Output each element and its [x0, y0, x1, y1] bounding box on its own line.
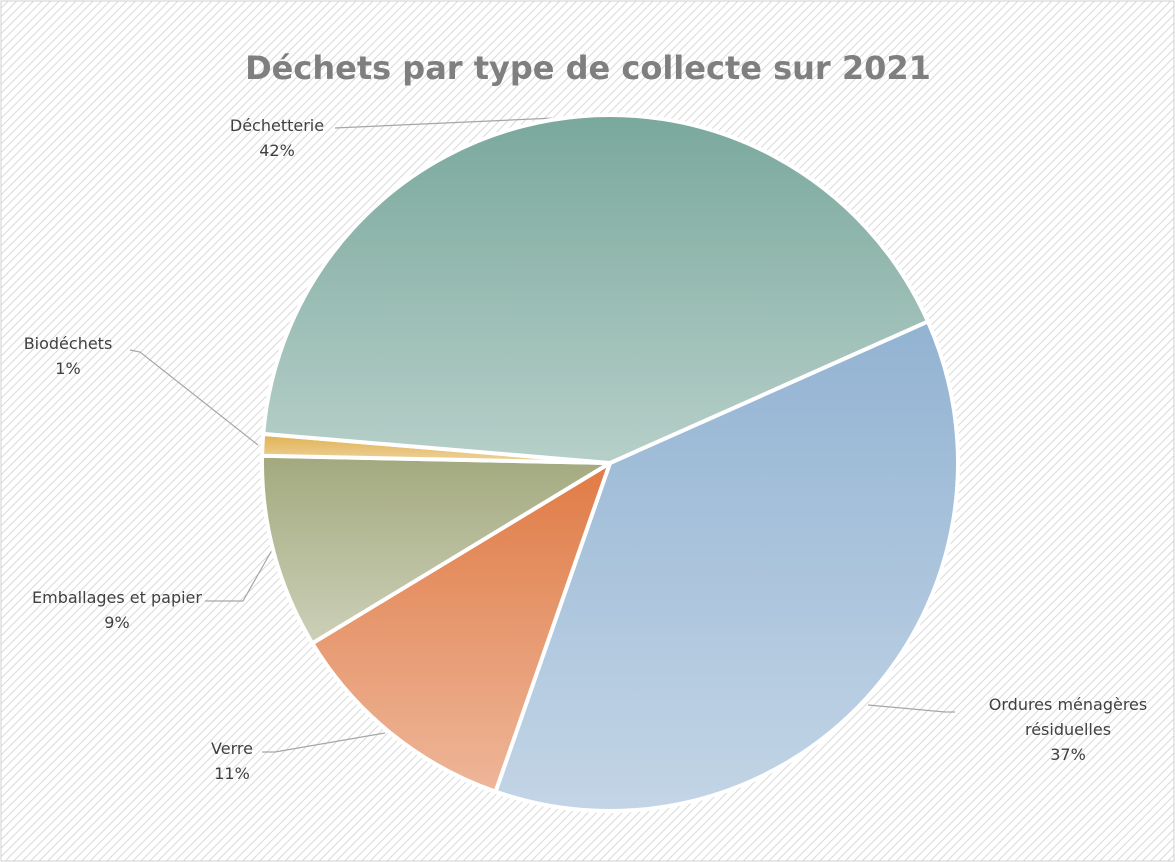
- pie-slice: [261, 113, 931, 466]
- leader-line: [262, 732, 386, 753]
- leader-line: [129, 349, 259, 446]
- leader-lines: [129, 117, 955, 753]
- data-label: Déchetterie 42%: [207, 113, 347, 163]
- leader-line: [334, 117, 556, 129]
- pie-slice: [260, 453, 617, 647]
- value-label: 37%: [1050, 745, 1086, 764]
- data-label: Biodéchets 1%: [8, 331, 128, 381]
- category-label: Déchetterie: [229, 116, 325, 135]
- value-label: 1%: [55, 359, 81, 378]
- leader-line: [867, 704, 955, 713]
- value-label: 42%: [259, 141, 295, 160]
- category-label: Verre: [211, 739, 253, 758]
- leader-line: [205, 549, 273, 602]
- category-label: Biodéchets: [23, 334, 113, 353]
- category-label: Ordures ménagères résiduelles: [988, 695, 1148, 739]
- data-label: Emballages et papier 9%: [7, 585, 227, 635]
- pie-slice: [309, 458, 614, 795]
- chart-title: Déchets par type de collecte sur 2021: [245, 49, 931, 87]
- value-label: 9%: [104, 613, 130, 632]
- pie-slice: [493, 318, 960, 813]
- category-label: Emballages et papier: [32, 588, 202, 607]
- value-label: 11%: [214, 764, 250, 783]
- data-label: Ordures ménagères résiduelles 37%: [963, 692, 1173, 767]
- data-label: Verre 11%: [172, 736, 292, 786]
